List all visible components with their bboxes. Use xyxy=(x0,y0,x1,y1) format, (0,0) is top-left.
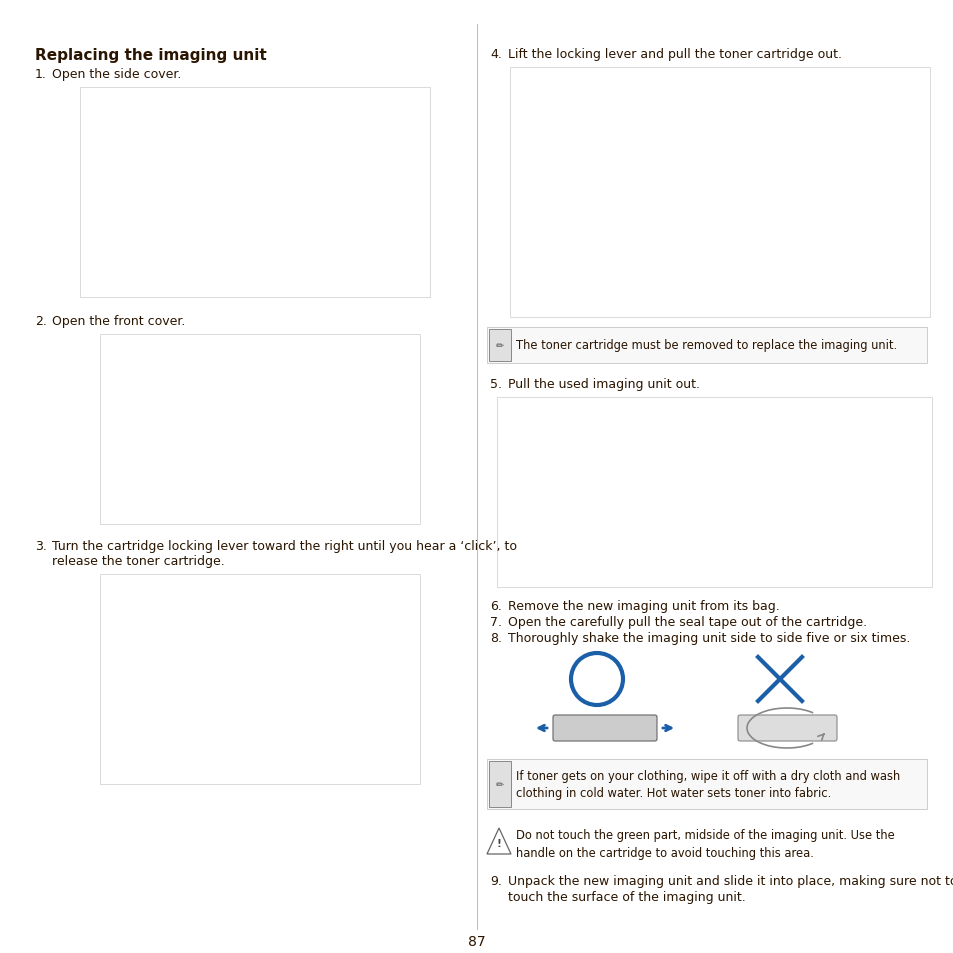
Text: 7.: 7. xyxy=(490,616,501,628)
Text: Open the carefully pull the seal tape out of the cartridge.: Open the carefully pull the seal tape ou… xyxy=(507,616,866,628)
FancyBboxPatch shape xyxy=(486,760,926,809)
Polygon shape xyxy=(486,828,511,854)
Text: release the toner cartridge.: release the toner cartridge. xyxy=(52,555,225,567)
Bar xyxy=(489,761,511,807)
Text: !: ! xyxy=(497,838,501,848)
Text: Turn the cartridge locking lever toward the right until you hear a ‘click’, to: Turn the cartridge locking lever toward … xyxy=(52,539,517,553)
Text: 2.: 2. xyxy=(35,314,47,328)
Text: 5.: 5. xyxy=(490,377,501,391)
Text: 8.: 8. xyxy=(490,631,501,644)
Text: 4.: 4. xyxy=(490,48,501,61)
Text: If toner gets on your clothing, wipe it off with a dry cloth and wash
clothing i: If toner gets on your clothing, wipe it … xyxy=(516,769,900,800)
Text: touch the surface of the imaging unit.: touch the surface of the imaging unit. xyxy=(507,890,745,903)
Bar xyxy=(489,330,511,361)
Text: Remove the new imaging unit from its bag.: Remove the new imaging unit from its bag… xyxy=(507,599,779,613)
Text: Open the side cover.: Open the side cover. xyxy=(52,68,181,81)
Text: The toner cartridge must be removed to replace the imaging unit.: The toner cartridge must be removed to r… xyxy=(516,339,896,352)
Text: 3.: 3. xyxy=(35,539,47,553)
Text: 87: 87 xyxy=(468,934,485,948)
Text: Pull the used imaging unit out.: Pull the used imaging unit out. xyxy=(507,377,700,391)
Bar xyxy=(100,575,419,784)
Bar xyxy=(80,88,430,297)
FancyBboxPatch shape xyxy=(738,716,836,741)
Text: Replacing the imaging unit: Replacing the imaging unit xyxy=(35,48,267,63)
Text: 1.: 1. xyxy=(35,68,47,81)
Text: 6.: 6. xyxy=(490,599,501,613)
FancyBboxPatch shape xyxy=(486,328,926,364)
FancyBboxPatch shape xyxy=(553,716,657,741)
Bar xyxy=(497,397,931,587)
Text: Do not touch the green part, midside of the imaging unit. Use the
handle on the : Do not touch the green part, midside of … xyxy=(516,828,894,859)
Bar xyxy=(100,335,419,524)
Text: 9.: 9. xyxy=(490,874,501,887)
Bar xyxy=(510,68,929,317)
Text: Unpack the new imaging unit and slide it into place, making sure not to: Unpack the new imaging unit and slide it… xyxy=(507,874,953,887)
Text: ✏: ✏ xyxy=(496,340,503,351)
Text: Thoroughly shake the imaging unit side to side five or six times.: Thoroughly shake the imaging unit side t… xyxy=(507,631,909,644)
Text: Open the front cover.: Open the front cover. xyxy=(52,314,185,328)
Text: ✏: ✏ xyxy=(496,780,503,789)
Text: Lift the locking lever and pull the toner cartridge out.: Lift the locking lever and pull the tone… xyxy=(507,48,841,61)
